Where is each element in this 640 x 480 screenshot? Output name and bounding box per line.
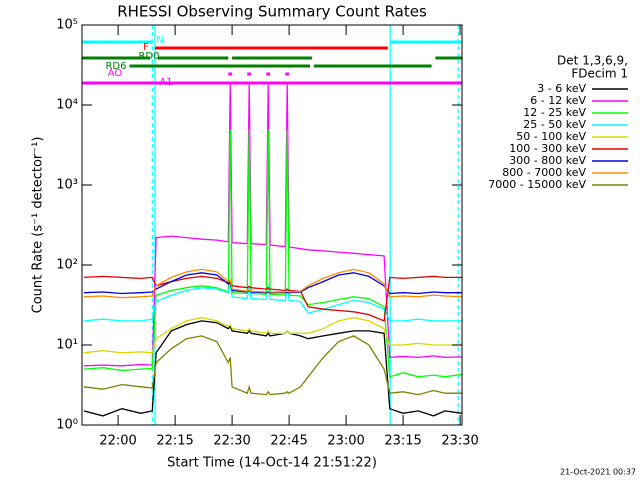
y-tick-label: 10⁰ bbox=[56, 418, 78, 433]
series-line bbox=[83, 282, 462, 322]
legend-label: 800 - 7000 keV bbox=[502, 166, 586, 179]
flag-label: F bbox=[143, 42, 149, 53]
y-tick-label: 10⁵ bbox=[56, 18, 78, 33]
flag-label: RD0 bbox=[138, 51, 159, 62]
legend-label: 300 - 800 keV bbox=[509, 154, 586, 167]
flag-label: RD6 bbox=[105, 61, 126, 72]
series-line bbox=[83, 268, 463, 299]
x-tick-label: 22:15 bbox=[156, 434, 193, 449]
legend-label: 3 - 6 keV bbox=[537, 82, 586, 95]
x-tick-label: 22:30 bbox=[213, 434, 250, 449]
y-tick-label: 10⁴ bbox=[56, 98, 78, 113]
series-line bbox=[83, 320, 463, 417]
y-tick-label: 10² bbox=[56, 258, 78, 273]
series-line bbox=[83, 335, 462, 396]
x-tick-label: 23:15 bbox=[384, 434, 421, 449]
x-tick-label: 23:30 bbox=[441, 434, 478, 449]
y-tick-label: 10¹ bbox=[56, 338, 78, 353]
x-tick-label: 23:00 bbox=[327, 434, 364, 449]
plot-frame bbox=[81, 24, 463, 426]
legend-label: 6 - 12 keV bbox=[530, 94, 586, 107]
series-line bbox=[83, 316, 462, 354]
series-line bbox=[83, 275, 462, 322]
legend-label: 25 - 50 keV bbox=[523, 118, 586, 131]
y-tick-label: 10³ bbox=[56, 178, 78, 193]
flag-label: AO bbox=[108, 68, 123, 79]
legend-label: 50 - 100 keV bbox=[516, 130, 586, 143]
legend-label: 7000 - 15000 keV bbox=[488, 178, 586, 191]
flag-label: A1 bbox=[159, 77, 172, 88]
legend-title: FDecim 1 bbox=[571, 67, 628, 81]
footer: 21-Oct-2021 00:37 bbox=[560, 468, 636, 477]
legend-title: Det 1,3,6,9, bbox=[557, 54, 628, 68]
flag-label: N bbox=[156, 35, 163, 46]
legend-label: 100 - 300 keV bbox=[509, 142, 586, 155]
y-axis-label: Count Rate (s⁻¹ detector⁻¹) bbox=[31, 137, 46, 314]
x-axis-label: Start Time (14-Oct-14 21:51:22) bbox=[167, 456, 377, 471]
x-tick-label: 22:45 bbox=[270, 434, 307, 449]
chart-title: RHESSI Observing Summary Count Rates bbox=[117, 3, 427, 21]
series-line bbox=[83, 129, 463, 378]
x-tick-label: 22:00 bbox=[99, 434, 136, 449]
legend-label: 12 - 25 keV bbox=[523, 106, 586, 119]
